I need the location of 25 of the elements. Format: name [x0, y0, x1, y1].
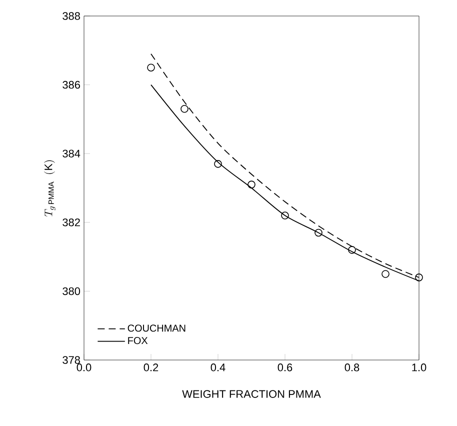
y-tick-label: 382 — [62, 218, 80, 226]
point — [348, 246, 356, 254]
point — [214, 160, 222, 168]
x-tick-label: 0.4 — [210, 364, 226, 372]
y-tick-label: 386 — [62, 80, 80, 89]
x-axis-title: WEIGHT FRACTION PMMA — [182, 390, 321, 398]
y-tick-label: 384 — [62, 150, 80, 158]
x-tick-label: 0.0 — [76, 364, 92, 372]
y-tick-label: 388 — [62, 12, 80, 20]
y-axis-title: $T_{g\,\mathrm{PMMA}}\;\;(\mathrm{K})$ — [44, 160, 56, 216]
point — [314, 228, 322, 237]
x-tick-label: 0.8 — [344, 364, 360, 372]
point — [382, 270, 390, 278]
x-tick-label: 0.6 — [278, 364, 292, 372]
legend-label: COUCHMAN — [128, 324, 186, 332]
point — [415, 274, 423, 282]
legend-label: FOX — [128, 337, 148, 344]
x-tick-label: 0.2 — [144, 364, 158, 372]
y-tick-label: 378 — [62, 356, 80, 364]
point — [281, 212, 289, 220]
point — [248, 180, 256, 188]
point — [147, 64, 155, 72]
y-tick-label: 380 — [62, 287, 80, 296]
x-tick-label: 1.0 — [412, 364, 426, 372]
point — [180, 104, 188, 113]
